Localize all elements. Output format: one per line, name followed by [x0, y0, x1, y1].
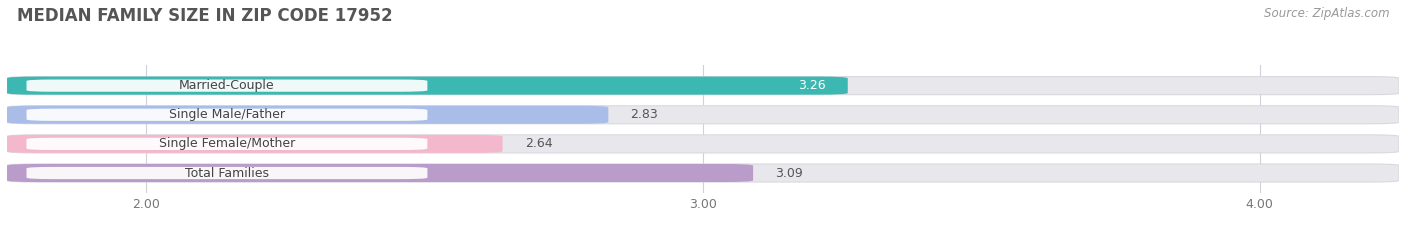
- Text: Source: ZipAtlas.com: Source: ZipAtlas.com: [1264, 7, 1389, 20]
- FancyBboxPatch shape: [7, 106, 609, 124]
- FancyBboxPatch shape: [7, 77, 848, 95]
- FancyBboxPatch shape: [7, 164, 754, 182]
- FancyBboxPatch shape: [27, 109, 427, 121]
- FancyBboxPatch shape: [7, 77, 1399, 95]
- FancyBboxPatch shape: [27, 138, 427, 150]
- FancyBboxPatch shape: [7, 164, 1399, 182]
- Text: Married-Couple: Married-Couple: [179, 79, 274, 92]
- FancyBboxPatch shape: [7, 135, 502, 153]
- FancyBboxPatch shape: [27, 167, 427, 179]
- Text: 2.64: 2.64: [524, 137, 553, 150]
- Text: MEDIAN FAMILY SIZE IN ZIP CODE 17952: MEDIAN FAMILY SIZE IN ZIP CODE 17952: [17, 7, 392, 25]
- Text: Total Families: Total Families: [186, 167, 269, 179]
- FancyBboxPatch shape: [7, 135, 1399, 153]
- Text: Single Female/Mother: Single Female/Mother: [159, 137, 295, 150]
- Text: 3.09: 3.09: [775, 167, 803, 179]
- FancyBboxPatch shape: [27, 79, 427, 92]
- Text: Single Male/Father: Single Male/Father: [169, 108, 285, 121]
- Text: 3.26: 3.26: [797, 79, 825, 92]
- Text: 2.83: 2.83: [631, 108, 658, 121]
- FancyBboxPatch shape: [7, 106, 1399, 124]
